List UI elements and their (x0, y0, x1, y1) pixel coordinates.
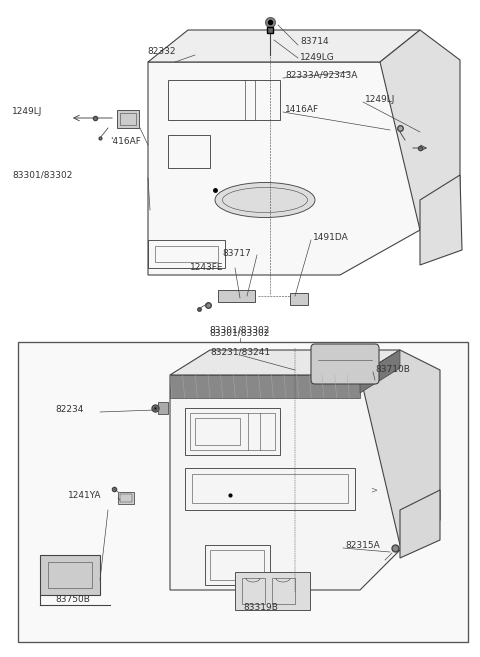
Text: >: > (370, 486, 377, 495)
Text: 1241YA: 1241YA (68, 491, 101, 499)
Text: 83717: 83717 (222, 248, 251, 258)
Text: 83301/83302: 83301/83302 (210, 329, 270, 338)
Text: 82332: 82332 (147, 47, 176, 57)
Polygon shape (170, 375, 405, 590)
Text: 83750B: 83750B (55, 595, 90, 604)
Bar (120, 494, 132, 502)
Bar (117, 110, 139, 128)
Text: '416AF: '416AF (110, 137, 141, 147)
Text: 1243FE: 1243FE (190, 263, 224, 273)
Text: 82234: 82234 (55, 405, 84, 415)
Bar (18, 342, 468, 642)
Text: 1249LJ: 1249LJ (12, 108, 42, 116)
Text: 1249LJ: 1249LJ (365, 95, 396, 104)
Text: 82333A/92343A: 82333A/92343A (285, 70, 358, 79)
Ellipse shape (215, 183, 315, 217)
Polygon shape (420, 175, 462, 265)
Text: 82315A: 82315A (345, 541, 380, 549)
Polygon shape (218, 290, 255, 302)
Polygon shape (170, 375, 360, 398)
Bar (120, 113, 136, 125)
Polygon shape (360, 350, 400, 393)
Bar (118, 492, 134, 504)
Bar (290, 293, 308, 305)
Text: 83231/83241: 83231/83241 (210, 348, 270, 357)
Polygon shape (148, 30, 420, 62)
Text: 1491DA: 1491DA (313, 233, 349, 242)
Polygon shape (40, 555, 100, 595)
FancyBboxPatch shape (311, 344, 379, 384)
Text: 83301/83302: 83301/83302 (210, 325, 270, 334)
Polygon shape (360, 350, 440, 545)
Polygon shape (148, 62, 420, 275)
Text: 83710B: 83710B (375, 365, 410, 374)
Polygon shape (380, 30, 460, 230)
Text: 83714: 83714 (300, 37, 329, 47)
Text: 83301/83302: 83301/83302 (12, 171, 72, 179)
Bar (158, 402, 168, 414)
Text: 83319B: 83319B (243, 604, 278, 612)
Polygon shape (235, 572, 310, 610)
Text: 1249LG: 1249LG (300, 53, 335, 62)
Text: 1416AF: 1416AF (285, 106, 319, 114)
Polygon shape (170, 350, 400, 375)
Polygon shape (400, 490, 440, 558)
